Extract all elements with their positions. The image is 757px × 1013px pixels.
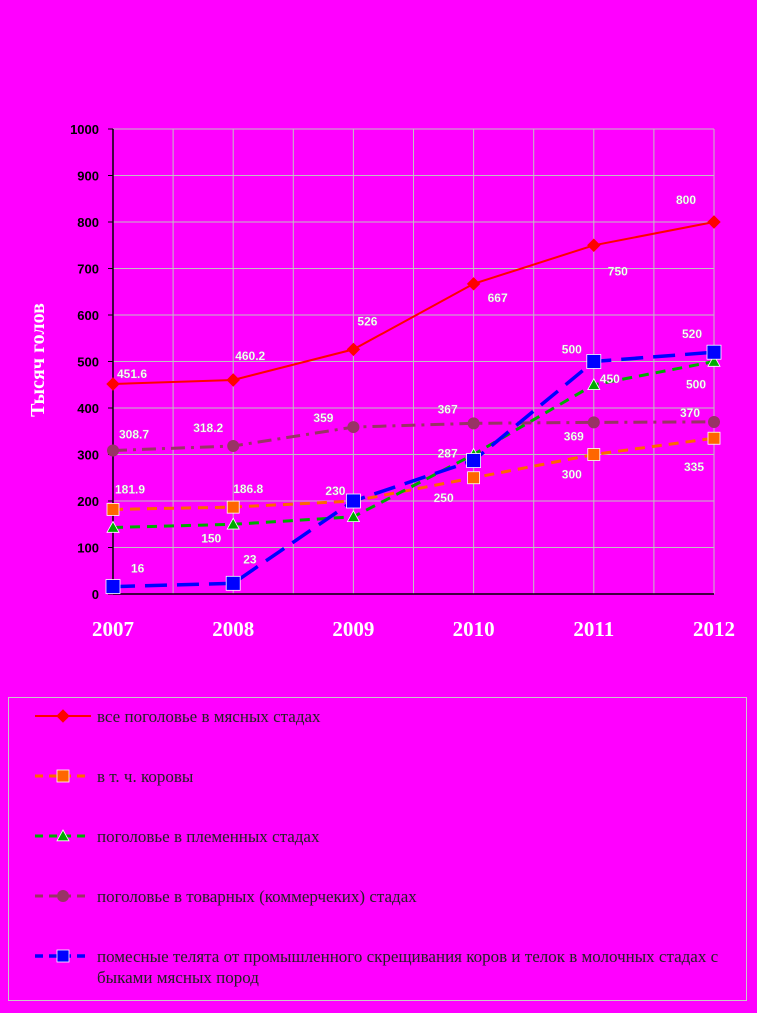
legend-swatch: [35, 709, 91, 723]
data-point: [587, 416, 600, 429]
legend-swatch: [35, 890, 91, 902]
y-tick-label: 700: [77, 262, 99, 277]
axes: 0 100 200 300 400 500 600 700 800 900 1000 2007 2008…: [70, 122, 735, 641]
y-tick-label: 600: [77, 308, 99, 323]
x-tick-label: 2011: [573, 617, 614, 641]
data-label: 526: [357, 314, 377, 328]
series-line: [112, 420, 715, 452]
legend-label: помесные телята от промышленного скрещив…: [97, 947, 719, 987]
x-tick-label: 2009: [332, 617, 374, 641]
data-labels: 451.6 460.2 526 667 750 800 181.9 186.8 250 300 33…: [115, 193, 707, 576]
data-label: 460.2: [235, 349, 265, 363]
data-label: 370: [680, 406, 700, 420]
data-point: [587, 377, 601, 390]
data-label: 230: [325, 484, 345, 498]
data-point: [467, 471, 481, 485]
data-point: [467, 417, 480, 430]
data-label: 750: [608, 264, 628, 278]
data-point: [226, 517, 240, 530]
legend-swatch: [35, 949, 91, 963]
data-point: [347, 421, 360, 434]
x-tick-label: 2012: [693, 617, 735, 641]
data-point: [466, 453, 482, 468]
legend-label: поголовье в товарных (коммерчеких) стада…: [97, 887, 417, 906]
series-line: [112, 221, 715, 385]
chart: 0 100 200 300 400 500 600 700 800 900 1000 2007 2008…: [27, 122, 735, 641]
data-label: 335: [684, 460, 704, 474]
y-tick-label: 300: [77, 448, 99, 463]
series-5: [105, 344, 722, 594]
data-label: 318.2: [193, 421, 223, 435]
data-label: 367: [438, 402, 458, 416]
series-1: [106, 215, 721, 391]
data-point: [226, 500, 240, 514]
legend-swatch: [35, 829, 91, 842]
series-line: [112, 350, 715, 589]
data-point: [587, 238, 601, 252]
data-label: 359: [313, 411, 333, 425]
data-point: [706, 344, 722, 360]
data-point: [227, 440, 240, 453]
data-label: 667: [488, 291, 508, 305]
series-4: [107, 415, 720, 457]
data-label: 369: [564, 429, 584, 443]
data-label: 181.9: [115, 482, 145, 496]
legend: все поголовье в мясных стадах в т. ч. кор…: [8, 697, 747, 1001]
legend-item: помесные телята от промышленного скрещив…: [33, 946, 733, 988]
data-point: [707, 431, 721, 445]
legend-item: поголовье в товарных (коммерчеких) стада…: [33, 886, 733, 907]
data-point: [106, 377, 120, 391]
data-label: 308.7: [119, 427, 149, 441]
y-axis-label: Тысяч голов: [27, 303, 49, 417]
y-tick-label: 200: [77, 494, 99, 509]
y-tick-label: 1000: [70, 122, 99, 137]
data-label: 800: [676, 193, 696, 207]
legend-item: в т. ч. коровы: [33, 766, 733, 787]
data-point: [708, 415, 720, 428]
legend-label: поголовье в племенных стадах: [97, 827, 320, 846]
legend-label: в т. ч. коровы: [97, 767, 194, 786]
data-point: [105, 579, 121, 594]
x-tick-label: 2010: [453, 617, 495, 641]
data-label: 23: [243, 552, 257, 566]
data-point: [587, 448, 601, 461]
data-point: [225, 575, 241, 591]
y-tick-label: 400: [77, 401, 99, 416]
data-label: 500: [686, 378, 706, 392]
data-label: 150: [201, 531, 221, 545]
data-point: [226, 373, 240, 387]
data-point: [466, 277, 481, 291]
legend-item: поголовье в племенных стадах: [33, 826, 733, 847]
legend-label: все поголовье в мясных стадах: [97, 707, 321, 726]
y-tick-label: 0: [92, 587, 99, 602]
x-tick-label: 2007: [92, 617, 134, 641]
data-label: 500: [562, 343, 582, 357]
data-label: 450: [600, 372, 620, 386]
y-tick-label: 800: [77, 215, 99, 230]
data-point: [346, 342, 361, 357]
data-label: 16: [131, 562, 145, 576]
y-tick-label: 900: [77, 169, 99, 184]
data-point: [586, 354, 602, 369]
data-label: 451.6: [117, 367, 147, 381]
data-point: [106, 520, 120, 533]
x-tick-label: 2008: [212, 617, 254, 641]
y-tick-label: 500: [77, 355, 99, 370]
legend-item: все поголовье в мясных стадах: [33, 706, 733, 727]
data-point: [345, 493, 361, 509]
data-label: 300: [562, 468, 582, 482]
y-tick-label: 100: [77, 541, 99, 556]
series-line: [112, 360, 715, 529]
data-point: [346, 509, 361, 523]
series-lines: [105, 215, 722, 594]
data-label: 250: [434, 491, 454, 505]
data-point: [106, 503, 120, 516]
data-label: 287: [438, 447, 458, 461]
data-point: [707, 215, 721, 229]
data-label: 520: [682, 327, 702, 341]
data-point: [107, 444, 119, 457]
data-point: [707, 354, 721, 367]
legend-swatch: [35, 769, 91, 783]
data-label: 186.8: [233, 482, 263, 496]
